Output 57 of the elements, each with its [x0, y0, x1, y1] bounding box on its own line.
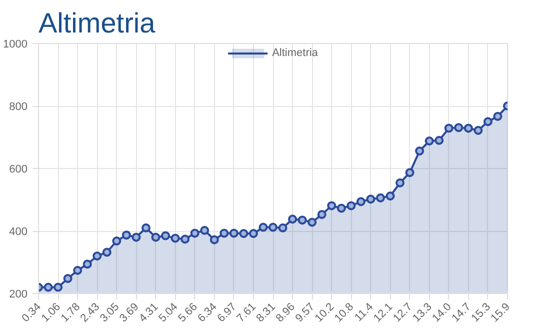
point: [415, 146, 424, 156]
point: [424, 136, 434, 146]
point: [92, 252, 102, 260]
point: [405, 168, 414, 178]
point: [239, 229, 248, 238]
point: [220, 228, 229, 238]
point: [376, 193, 385, 202]
point: [190, 228, 200, 238]
point: [434, 136, 444, 145]
point: [63, 274, 72, 283]
point: [396, 178, 405, 188]
point: [112, 236, 122, 246]
point: [308, 218, 317, 227]
point: [151, 232, 160, 242]
point: [278, 223, 288, 232]
point: [210, 235, 219, 244]
point: [82, 260, 92, 269]
point: [346, 201, 356, 210]
point: [298, 216, 307, 225]
x-tick-label: 0.34: [20, 300, 44, 325]
point: [248, 229, 258, 238]
point: [493, 112, 502, 121]
y-tick-label: 200: [9, 288, 28, 300]
point: [327, 201, 336, 210]
point: [44, 282, 53, 292]
point: [336, 204, 346, 213]
point: [180, 234, 190, 244]
point: [317, 210, 326, 219]
legend-label: Altimetria: [272, 47, 318, 59]
point: [141, 223, 150, 232]
y-tick-label: 600: [9, 164, 28, 176]
point: [102, 248, 112, 257]
point: [170, 234, 180, 243]
point: [356, 197, 366, 206]
point: [464, 124, 473, 133]
x-tick-label: 3.69: [118, 300, 142, 325]
point: [386, 192, 395, 200]
point: [483, 117, 492, 126]
point: [54, 282, 63, 292]
point: [73, 266, 82, 275]
y-tick-label: 800: [9, 101, 28, 113]
point: [258, 222, 268, 232]
point: [454, 123, 464, 132]
chart-title: Altimetria: [38, 8, 156, 38]
point: [474, 126, 483, 135]
y-tick-label: 400: [9, 226, 28, 238]
point: [161, 231, 170, 240]
point: [268, 222, 278, 232]
point: [366, 194, 376, 204]
point: [229, 228, 238, 238]
point: [288, 214, 298, 224]
x-tick-label: 6.34: [196, 300, 220, 325]
point: [122, 230, 131, 240]
point: [444, 124, 454, 133]
y-tick-label: 1000: [3, 38, 28, 50]
point: [132, 232, 141, 242]
point: [200, 226, 210, 235]
